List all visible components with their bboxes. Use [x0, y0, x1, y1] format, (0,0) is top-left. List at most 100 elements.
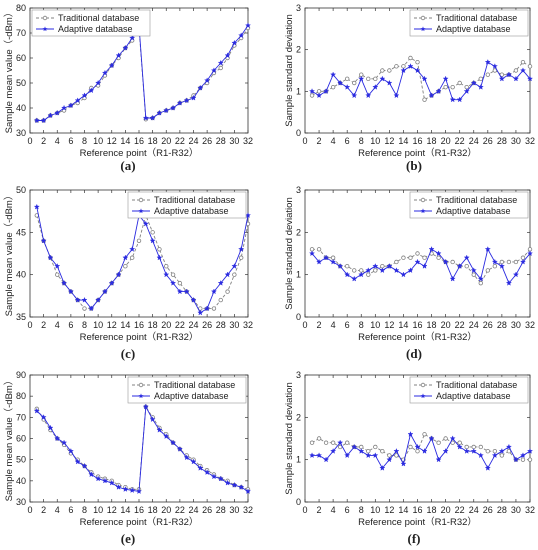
- data-point: [142, 403, 149, 410]
- data-point: [436, 440, 441, 445]
- data-point: [183, 454, 190, 461]
- data-point: [108, 279, 115, 286]
- data-point: [330, 440, 336, 445]
- data-point: [456, 443, 463, 450]
- data-point: [33, 117, 40, 124]
- y-tick-label: 60: [16, 53, 26, 63]
- y-axis-label: Sample mean value（-dBm）: [3, 376, 15, 502]
- legend-marker: [138, 197, 144, 203]
- x-tick-label: 12: [384, 136, 394, 146]
- y-tick-label: 1: [296, 86, 301, 96]
- data-point: [394, 64, 399, 69]
- legend-entry: Traditional database: [154, 380, 235, 390]
- data-point: [471, 272, 476, 277]
- y-tick-label: 40: [16, 103, 26, 113]
- data-point: [149, 114, 156, 121]
- data-point: [81, 296, 88, 303]
- data-point: [373, 76, 378, 82]
- x-tick-label: 24: [188, 320, 198, 330]
- x-tick-label: 30: [229, 136, 239, 146]
- legend-marker: [138, 382, 144, 388]
- data-point: [129, 34, 136, 41]
- data-point: [365, 92, 372, 99]
- x-tick-label: 4: [55, 505, 60, 515]
- data-point: [414, 67, 421, 74]
- data-point: [115, 52, 122, 59]
- data-point: [477, 452, 484, 459]
- y-tick-label: 3: [296, 370, 301, 380]
- data-point: [224, 271, 231, 278]
- data-point: [81, 92, 88, 99]
- data-point: [40, 414, 47, 420]
- data-point: [408, 255, 413, 260]
- data-point: [204, 305, 211, 312]
- data-point: [156, 426, 163, 433]
- data-point: [477, 275, 484, 282]
- data-point: [149, 416, 156, 423]
- x-tick-label: 18: [427, 505, 437, 515]
- data-point: [238, 255, 244, 260]
- series-adaptive: [309, 58, 534, 103]
- x-tick-label: 22: [455, 136, 465, 146]
- x-axis-label: Reference point（R1-R32）: [80, 516, 199, 528]
- x-tick-label: 20: [441, 505, 451, 515]
- data-point: [464, 264, 469, 269]
- data-point: [231, 481, 238, 488]
- x-tick-label: 32: [525, 320, 535, 330]
- legend-marker: [138, 393, 144, 399]
- data-point: [352, 268, 357, 273]
- data-point: [484, 246, 491, 252]
- data-point: [190, 296, 197, 303]
- data-point: [244, 22, 252, 29]
- chart-panel-d: 0 2 4 6 8 10 12 14 16 18 20 22 24 26 28 30 320123Referen…: [284, 185, 535, 361]
- data-point: [170, 279, 177, 286]
- x-tick-label: 12: [384, 505, 394, 515]
- legend-entry: Adaptive database: [154, 206, 229, 216]
- x-tick-label: 22: [175, 320, 185, 330]
- x-tick-label: 14: [120, 320, 130, 330]
- x-axis-label: Reference point（R1-R32）: [80, 331, 199, 343]
- data-point: [210, 473, 217, 480]
- chart-panel-c: 0 2 4 6 8 10 12 14 16 18 20 22 24 26 28 30 3235404550Ref…: [3, 185, 253, 361]
- data-point: [450, 84, 455, 90]
- legend-marker: [420, 15, 426, 21]
- data-point: [197, 309, 204, 316]
- data-point: [372, 263, 379, 269]
- data-point: [478, 444, 483, 450]
- data-point: [88, 87, 95, 94]
- data-point: [183, 288, 190, 295]
- data-point: [379, 75, 386, 82]
- data-point: [478, 76, 483, 82]
- data-point: [323, 254, 330, 261]
- x-tick-label: 18: [148, 320, 158, 330]
- x-axis-label: Reference point（R1-R32）: [358, 516, 477, 528]
- x-tick-label: 30: [511, 136, 521, 146]
- data-point: [238, 246, 245, 252]
- data-point: [163, 107, 170, 114]
- y-axis-label: Sample mean value（-dBm）: [3, 191, 15, 317]
- data-point: [400, 271, 407, 278]
- data-point: [379, 267, 386, 274]
- data-point: [449, 275, 456, 282]
- series-adaptive: [309, 246, 534, 286]
- data-point: [61, 104, 68, 111]
- data-point: [149, 237, 156, 244]
- data-point: [323, 440, 329, 445]
- data-point: [519, 258, 526, 265]
- x-tick-label: 2: [41, 136, 46, 146]
- x-tick-label: 0: [27, 136, 32, 146]
- x-tick-label: 12: [107, 505, 117, 515]
- data-point: [386, 263, 393, 269]
- data-point: [443, 436, 448, 441]
- legend-marker: [420, 197, 426, 203]
- data-point: [450, 259, 455, 265]
- data-point: [520, 457, 526, 462]
- data-point: [365, 267, 372, 274]
- x-tick-label: 32: [525, 505, 535, 515]
- y-tick-label: 60: [16, 434, 26, 444]
- data-point: [470, 267, 477, 274]
- data-point: [456, 96, 463, 103]
- y-tick-label: 0: [296, 312, 301, 322]
- data-point: [505, 71, 512, 78]
